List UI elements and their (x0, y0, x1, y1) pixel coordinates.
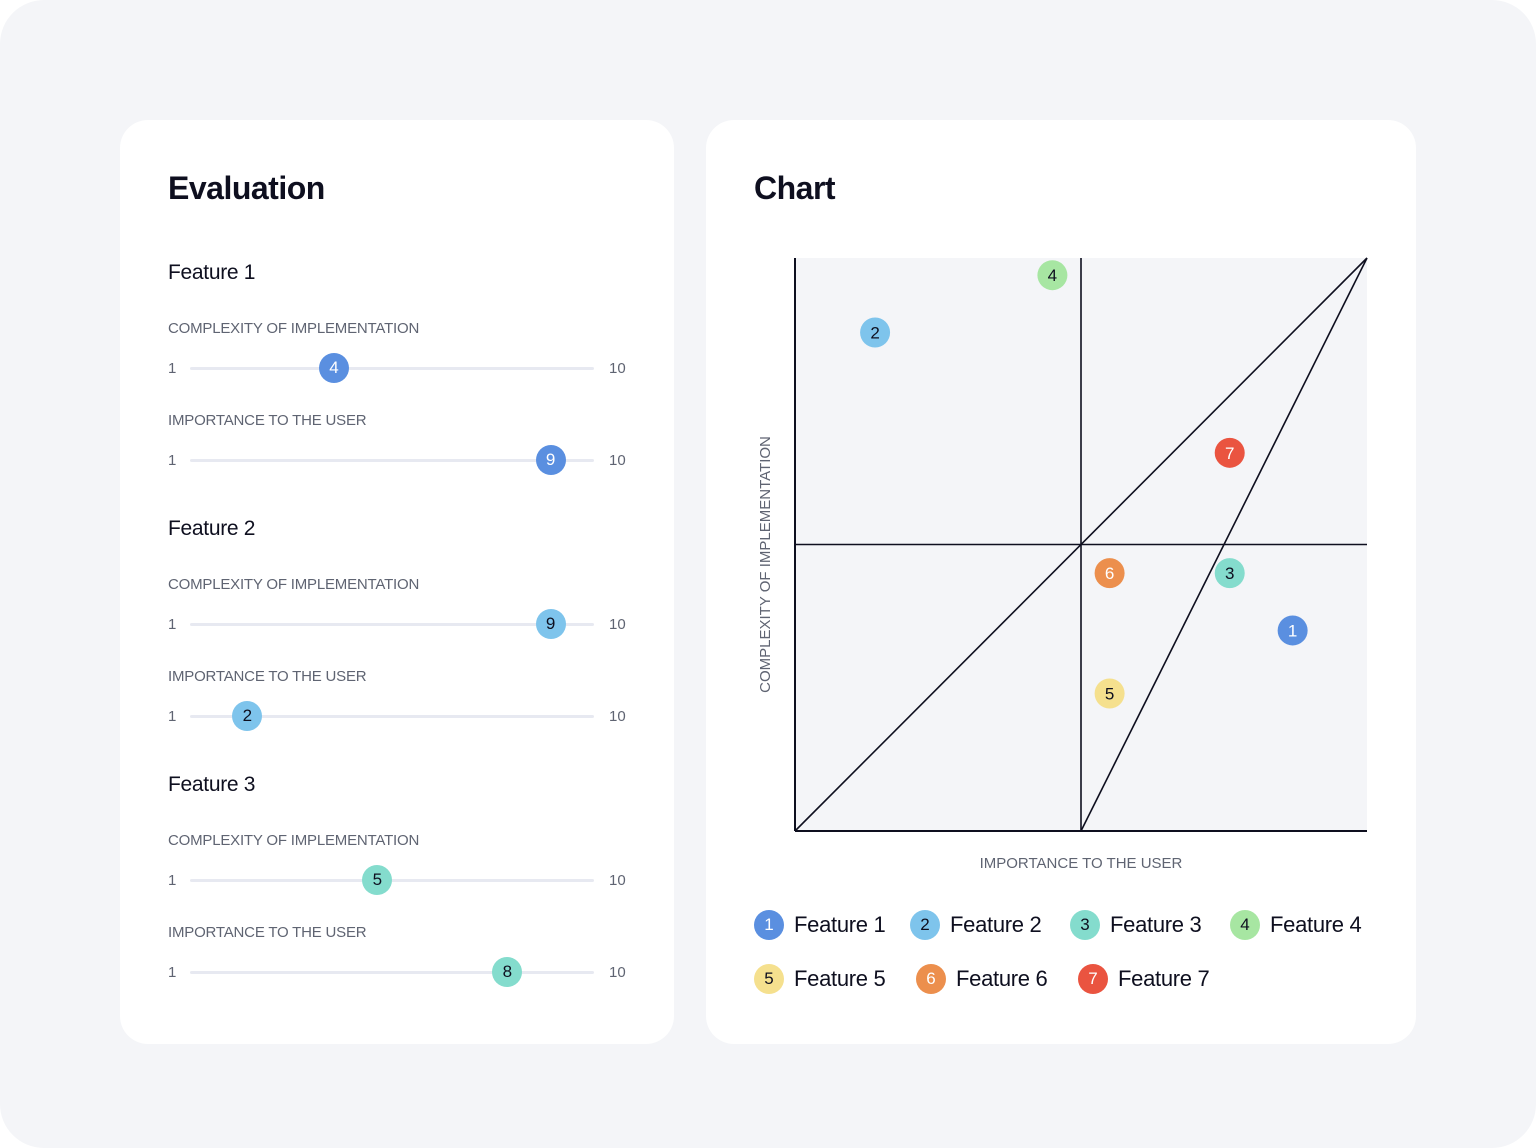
priority-matrix-chart: COMPLEXITY OF IMPLEMENTATION IMPORTANCE T… (757, 257, 1368, 872)
complexity-slider-thumb[interactable]: 5 (362, 865, 393, 895)
slider-min-label: 1 (168, 452, 177, 469)
complexity-label: COMPLEXITY OF IMPLEMENTATION (168, 832, 420, 849)
data-point-5[interactable]: 5 (1094, 678, 1125, 709)
data-point-label: 1 (1288, 621, 1297, 640)
legend-item[interactable]: 3 Feature 3 (1070, 910, 1202, 940)
legend-marker: 4 (1230, 910, 1260, 940)
legend-label: Feature 6 (956, 966, 1048, 991)
data-point-label: 3 (1225, 564, 1234, 583)
data-point-3[interactable]: 3 (1214, 558, 1245, 589)
legend-item[interactable]: 5 Feature 5 (754, 964, 886, 994)
data-point-label: 6 (1105, 564, 1114, 583)
feature-block: Feature 3 COMPLEXITY OF IMPLEMENTATION 1 5 1… (168, 770, 638, 1010)
feature-title: Feature 3 (168, 773, 256, 796)
complexity-slider-thumb[interactable]: 4 (319, 353, 349, 383)
legend-item[interactable]: 7 Feature 7 (1078, 964, 1210, 994)
complexity-slider-track[interactable]: 4 (190, 353, 594, 383)
slider-max-label: 10 (609, 616, 626, 633)
slider-min-label: 1 (168, 964, 177, 981)
data-point-label: 4 (1048, 266, 1057, 285)
data-point-marker (1214, 558, 1245, 589)
slider-min-label: 1 (168, 872, 177, 889)
importance-label: IMPORTANCE TO THE USER (168, 412, 367, 429)
legend-label: Feature 1 (794, 912, 886, 937)
y-axis-label: COMPLEXITY OF IMPLEMENTATION (757, 436, 774, 693)
legend-marker: 3 (1070, 910, 1100, 940)
legend-label: Feature 3 (1110, 912, 1202, 937)
legend-item[interactable]: 4 Feature 4 (1230, 910, 1362, 940)
complexity-slider-group: COMPLEXITY OF IMPLEMENTATION 1 4 10 (168, 320, 638, 390)
importance-slider-track[interactable]: 9 (190, 445, 594, 475)
importance-slider-thumb[interactable]: 9 (535, 445, 566, 475)
data-point-label: 2 (870, 323, 879, 342)
legend-marker: 2 (910, 910, 940, 940)
legend-label: Feature 7 (1118, 966, 1210, 991)
data-point-marker (1094, 678, 1125, 709)
legend-label: Feature 5 (794, 966, 886, 991)
legend-marker: 7 (1078, 964, 1108, 994)
slider-max-label: 10 (609, 708, 626, 725)
data-point-4[interactable]: 4 (1037, 260, 1068, 291)
legend-item[interactable]: 1 Feature 1 (754, 910, 886, 940)
data-point-label: 7 (1225, 444, 1234, 463)
feature-title: Feature 2 (168, 517, 256, 540)
diagonal-line-1 (794, 257, 1368, 832)
data-point-marker (1277, 615, 1308, 646)
importance-slider-group: IMPORTANCE TO THE USER 1 9 10 (168, 412, 638, 482)
data-point-2[interactable]: 2 (860, 317, 891, 348)
importance-label: IMPORTANCE TO THE USER (168, 668, 367, 685)
importance-slider-track[interactable]: 8 (190, 957, 594, 987)
slider-max-label: 10 (609, 452, 626, 469)
complexity-slider-thumb[interactable]: 9 (535, 609, 566, 639)
data-point-marker (1214, 437, 1245, 468)
complexity-slider-track[interactable]: 5 (190, 865, 594, 895)
complexity-slider-group: COMPLEXITY OF IMPLEMENTATION 1 5 10 (168, 832, 638, 902)
complexity-slider-track[interactable]: 9 (190, 609, 594, 639)
data-point-marker (860, 317, 891, 348)
slider-min-label: 1 (168, 616, 177, 633)
complexity-label: COMPLEXITY OF IMPLEMENTATION (168, 320, 420, 337)
complexity-slider-group: COMPLEXITY OF IMPLEMENTATION 1 9 10 (168, 576, 638, 646)
data-point-1[interactable]: 1 (1277, 615, 1308, 646)
legend-label: Feature 2 (950, 912, 1042, 937)
importance-slider-group: IMPORTANCE TO THE USER 1 2 10 (168, 668, 638, 738)
evaluation-panel: Evaluation Feature 1 COMPLEXITY OF IMPLEM… (120, 120, 674, 1044)
feature-title: Feature 1 (168, 261, 256, 284)
data-point-marker (1037, 260, 1068, 291)
x-axis-label: IMPORTANCE TO THE USER (980, 855, 1183, 872)
feature-block: Feature 1 COMPLEXITY OF IMPLEMENTATION 1 4 1… (168, 258, 638, 498)
slider-max-label: 10 (609, 964, 626, 981)
complexity-label: COMPLEXITY OF IMPLEMENTATION (168, 576, 420, 593)
chart-panel: Chart COMPLEXITY OF IMPLEMENTATION IMPORT… (706, 120, 1416, 1044)
evaluation-title: Evaluation (168, 170, 325, 206)
slider-min-label: 1 (168, 360, 177, 377)
slider-max-label: 10 (609, 872, 626, 889)
slider-max-label: 10 (609, 360, 626, 377)
data-point-7[interactable]: 7 (1214, 437, 1245, 468)
slider-min-label: 1 (168, 708, 177, 725)
importance-slider-group: IMPORTANCE TO THE USER 1 8 10 (168, 924, 638, 994)
importance-slider-thumb[interactable]: 2 (232, 701, 263, 731)
feature-block: Feature 2 COMPLEXITY OF IMPLEMENTATION 1 9 1… (168, 514, 638, 754)
legend-item[interactable]: 6 Feature 6 (916, 964, 1048, 994)
data-point-6[interactable]: 6 (1094, 558, 1125, 589)
diagonal-line-2 (1080, 257, 1368, 832)
legend-label: Feature 4 (1270, 912, 1362, 937)
data-point-label: 5 (1105, 684, 1114, 703)
legend-marker: 5 (754, 964, 784, 994)
chart-title: Chart (754, 170, 836, 206)
legend-item[interactable]: 2 Feature 2 (910, 910, 1042, 940)
legend-marker: 1 (754, 910, 784, 940)
importance-slider-track[interactable]: 2 (190, 701, 594, 731)
importance-label: IMPORTANCE TO THE USER (168, 924, 367, 941)
data-point-marker (1094, 558, 1125, 589)
legend-marker: 6 (916, 964, 946, 994)
importance-slider-thumb[interactable]: 8 (492, 957, 523, 987)
